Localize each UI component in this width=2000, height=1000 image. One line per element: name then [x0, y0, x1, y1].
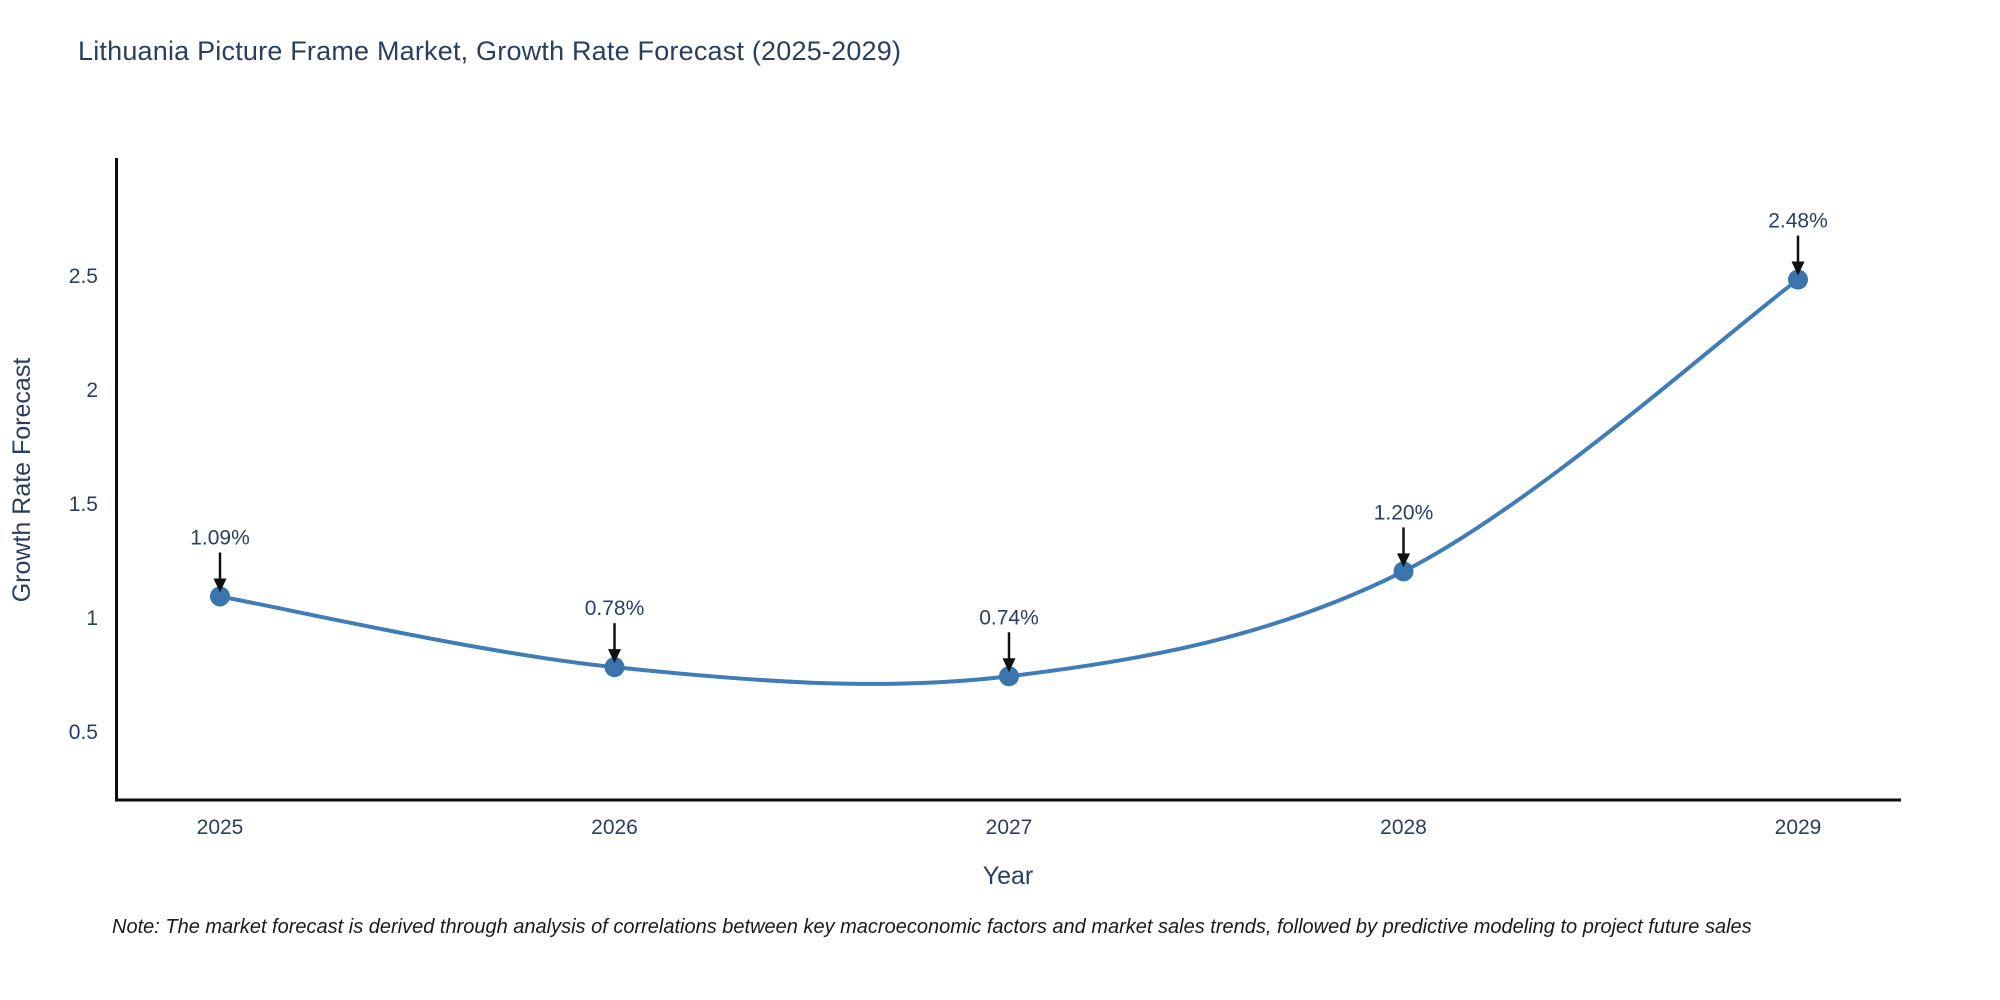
data-point-label: 1.09% — [190, 526, 250, 549]
annotation-arrowhead — [1002, 658, 1016, 673]
x-tick-label: 2027 — [986, 816, 1033, 839]
annotation-arrowhead — [608, 649, 621, 664]
data-point-label: 1.20% — [1374, 501, 1434, 524]
annotation-arrowhead — [1397, 553, 1410, 568]
data-point-label: 0.78% — [585, 597, 645, 620]
forecast-line-series — [210, 269, 1808, 687]
x-axis-title: Year — [983, 862, 1034, 890]
data-point-label: 2.48% — [1768, 210, 1828, 233]
data-point-label: 0.74% — [979, 606, 1039, 629]
x-tick-label: 2025 — [197, 816, 244, 839]
data-point-annotations: 1.09% 0.78% 0.74% 1.20% 2.48% — [190, 210, 1828, 673]
y-tick-label: 2 — [86, 379, 98, 402]
y-tick-label: 1.5 — [69, 493, 98, 516]
y-axis-tick-labels: 0.5 1 1.5 2 2.5 — [69, 265, 98, 744]
chart-title: Lithuania Picture Frame Market, Growth R… — [78, 36, 902, 66]
annotation-arrowhead — [213, 578, 227, 593]
data-point-marker — [1393, 561, 1414, 582]
y-tick-label: 1 — [86, 607, 98, 630]
annotation-arrowhead — [1791, 261, 1805, 276]
data-point-marker — [999, 666, 1019, 687]
data-point-marker — [1788, 269, 1808, 290]
y-tick-label: 2.5 — [69, 265, 98, 288]
y-axis-title: Growth Rate Forecast — [8, 358, 36, 603]
y-tick-label: 0.5 — [69, 721, 98, 744]
x-axis-tick-labels: 2025 2026 2027 2028 2029 — [197, 816, 1822, 839]
x-tick-label: 2029 — [1775, 816, 1822, 839]
data-point-marker — [210, 586, 230, 607]
x-tick-label: 2028 — [1380, 816, 1427, 839]
footnote: Note: The market forecast is derived thr… — [112, 916, 1752, 938]
x-tick-label: 2026 — [591, 816, 638, 839]
data-point-marker — [604, 657, 625, 678]
